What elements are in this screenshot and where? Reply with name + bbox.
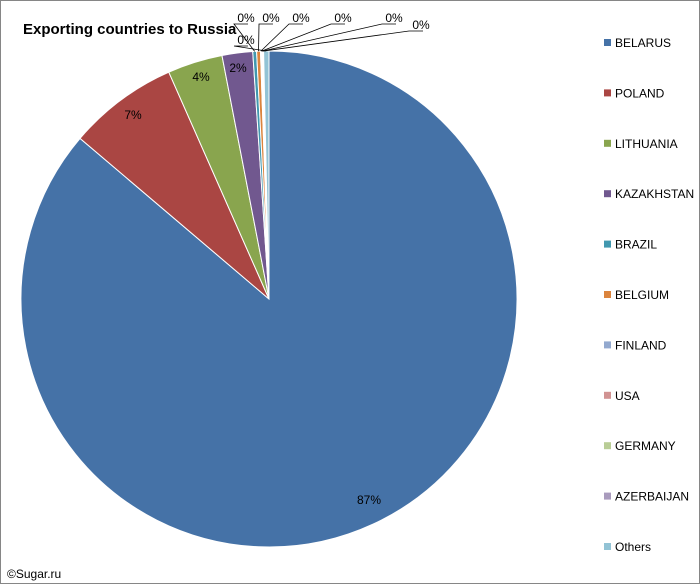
legend-swatch-poland [604,89,611,97]
legend-label-lithuania: LITHUANIA [615,137,678,151]
legend-swatch-germany [604,442,611,450]
legend-swatch-belgium [604,291,611,298]
credit-text: ©Sugar.ru [7,567,61,581]
legend-label-brazil: BRAZIL [615,238,657,252]
data-labels: 87% 7% 4% 2% 0% 0% 0% 0% 0% 0% 0% [124,11,430,507]
legend-swatch-kazakhstan [604,190,611,198]
legend: BELARUS POLAND LITHUANIA KAZAKHSTAN BRAZIL BE… [604,36,694,554]
leader-line-brazil [233,23,255,52]
legend-swatch-belarus [604,39,611,46]
pie-slices [20,50,518,548]
legend-label-usa: USA [615,389,640,403]
data-label-belgium: 0% [262,11,280,25]
legend-label-poland: POLAND [615,86,665,100]
leader-line-germany [262,23,396,52]
legend-swatch-usa [604,391,611,399]
leader-line-finland [260,23,303,52]
data-label-brazil: 0% [237,11,255,25]
legend-label-germany: GERMANY [615,439,676,453]
chart-title: Exporting countries to Russia [23,21,237,38]
legend-label-kazakhstan: KAZAKHSTAN [615,187,694,201]
data-label-usa: 0% [334,11,352,25]
data-label-lithuania: 4% [192,70,210,84]
legend-swatch-finland [604,341,611,349]
legend-label-finland: FINLAND [615,338,667,352]
data-label-kazakhstan: 2% [229,61,247,75]
legend-label-belgium: BELGIUM [615,288,669,302]
legend-swatch-lithuania [604,139,611,147]
leader-line-usa [261,23,345,52]
leader-line-azerbaijan [263,30,423,52]
data-label-poland: 7% [124,108,142,122]
legend-label-others: Others [615,540,651,554]
legend-label-belarus: BELARUS [615,36,671,50]
leader-line-belgium [258,23,273,52]
leader-line-others [233,45,267,52]
data-label-others: 0% [237,33,255,47]
leader-lines [233,23,423,52]
legend-swatch-others [604,543,611,550]
data-label-azerbaijan: 0% [412,18,430,32]
legend-label-azerbaijan: AZERBAIJAN [615,490,689,504]
data-label-belarus: 87% [357,493,381,507]
data-label-finland: 0% [292,11,310,25]
legend-swatch-azerbaijan [604,492,611,500]
pie-slice-poland [79,71,270,300]
data-label-germany: 0% [385,11,403,25]
legend-swatch-brazil [604,240,611,248]
